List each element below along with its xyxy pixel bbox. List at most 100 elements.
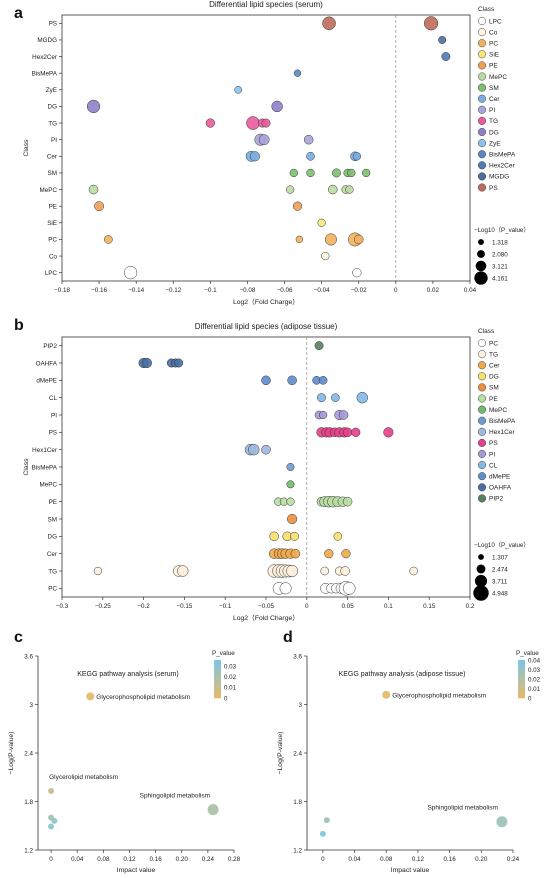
data-point	[271, 100, 283, 113]
size-legend-label: 1.318	[492, 239, 508, 246]
colorbar-segment	[214, 660, 221, 663]
colorbar-segment	[214, 661, 221, 665]
x-tick-label: −0.15	[176, 603, 192, 610]
legend-label: SiE	[489, 52, 500, 59]
data-point	[423, 16, 439, 31]
colorbar-segment	[214, 673, 221, 676]
legend-swatch	[477, 161, 487, 170]
legend-swatch	[477, 338, 487, 348]
size-legend-label: 3.121	[492, 263, 508, 270]
legend-label: OAHFA	[489, 485, 512, 492]
x-tick-label: −0.1	[204, 287, 217, 294]
legend-swatch	[477, 94, 487, 103]
legend-swatch	[477, 150, 487, 159]
colorbar-segment	[518, 677, 525, 680]
size-legend-dot	[474, 574, 488, 588]
y-tick-label: Co	[49, 253, 58, 260]
colorbar-segment	[518, 690, 525, 693]
point-label: Glycerophospholipid metabolism	[392, 692, 486, 699]
data-point	[342, 496, 353, 507]
x-tick-label: 0.1	[384, 603, 393, 610]
size-legend-dot	[473, 585, 489, 601]
data-point	[317, 218, 326, 227]
y-tick-label: Cer	[47, 154, 57, 161]
y-tick-label: BisMePA	[32, 464, 58, 471]
data-point	[261, 118, 271, 128]
colorbar-segment	[214, 682, 221, 685]
data-point	[205, 118, 215, 128]
y-tick-label: PE	[49, 203, 57, 210]
y-tick-label: PS	[49, 430, 57, 437]
legend-label: MePC	[489, 74, 507, 81]
legend-label: PC	[489, 340, 498, 347]
x-tick-label: −0.1	[219, 603, 232, 610]
y-tick-label: 1.8	[24, 799, 33, 806]
point-label: Glycerolipid metabolism	[49, 774, 118, 781]
x-tick-label: 0.12	[412, 856, 425, 863]
legend-swatch	[477, 416, 487, 425]
legend-swatch	[477, 405, 487, 414]
x-tick-label: 0.08	[97, 856, 110, 863]
colorbar-segment	[518, 667, 525, 670]
legend-label: BisMePA	[489, 152, 516, 159]
size-legend-label: 1.307	[492, 554, 508, 561]
point-label: Sphingolipid metabolism	[140, 793, 210, 800]
legend-swatch	[477, 50, 487, 59]
legend-label: SM	[489, 385, 499, 392]
y-tick-label: Hex1Cer	[32, 447, 57, 454]
data-point	[342, 427, 353, 438]
y-tick-label: 2.4	[24, 750, 33, 757]
x-tick-label: 0.04	[464, 287, 477, 294]
y-tick-label: Hex2Cer	[32, 54, 57, 61]
x-axis-label: Log2（Fold Charge）	[233, 298, 299, 306]
colorbar-tick-label: 0.02	[528, 676, 541, 683]
x-tick-label: −0.3	[56, 603, 69, 610]
y-tick-label: 1.8	[293, 799, 302, 806]
data-point	[286, 463, 295, 471]
legend-swatch	[477, 139, 487, 148]
legend-label: Cer	[489, 363, 500, 370]
data-point	[347, 168, 356, 178]
colorbar-tick-label: 0.01	[224, 685, 237, 692]
x-tick-label: 0.12	[123, 856, 136, 863]
x-tick-label: 0	[321, 856, 325, 863]
legend-swatch	[477, 105, 487, 114]
x-tick-label: 0	[305, 603, 309, 610]
colorbar-title: P_value	[212, 650, 235, 657]
legend-swatch	[477, 394, 487, 403]
colorbar-segment	[518, 679, 525, 682]
data-point	[333, 532, 343, 541]
data-point	[287, 375, 297, 386]
y-tick-label: PI	[51, 412, 57, 419]
x-tick-label: −0.12	[165, 287, 181, 294]
colorbar-tick-label: 0	[224, 695, 228, 702]
legend-label: TG	[489, 118, 498, 125]
x-tick-label: −0.18	[54, 287, 70, 294]
data-point	[319, 830, 326, 837]
y-axis-label: −Log(P-value)	[277, 732, 284, 775]
x-axis-label: Log2（Fold Charge）	[233, 614, 299, 622]
legend-label: PS	[489, 185, 498, 192]
chart-c: KEGG pathway analysis (serum) 0 0.04 0.08 0.…	[8, 650, 241, 874]
data-point	[356, 391, 368, 404]
y-tick-label: 3	[298, 702, 302, 709]
y-tick-label: LPC	[45, 270, 58, 277]
data-point	[290, 531, 299, 541]
data-point	[351, 427, 361, 437]
data-point	[322, 16, 336, 31]
data-point	[352, 152, 362, 161]
legend-swatch	[477, 127, 487, 137]
data-point	[318, 410, 328, 420]
chart-title: KEGG pathway analysis (serum)	[77, 671, 179, 678]
y-tick-label: MePC	[40, 187, 58, 194]
colorbar-segment	[214, 686, 221, 689]
y-axis-label: Class	[23, 458, 30, 476]
x-tick-label: −0.08	[239, 287, 255, 294]
data-point	[353, 234, 364, 245]
colorbar-segment	[518, 669, 525, 672]
legend-label: SM	[489, 85, 499, 92]
chart-title: Differential lipid species (serum)	[209, 0, 323, 9]
legend-label: dMePE	[489, 474, 511, 481]
legend-swatch	[477, 72, 487, 81]
